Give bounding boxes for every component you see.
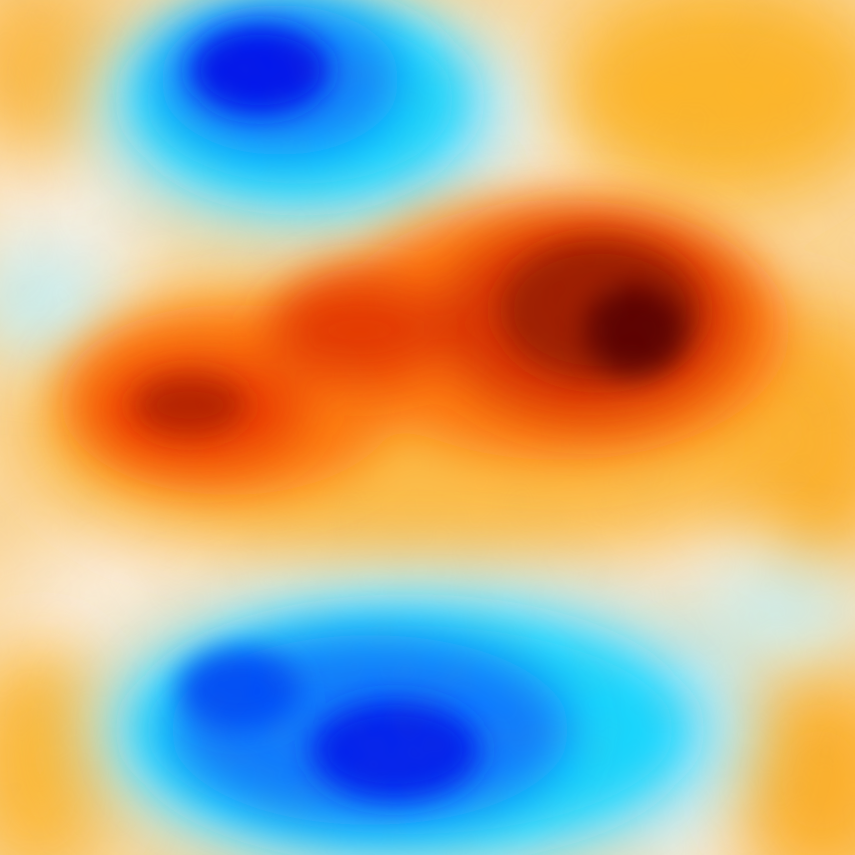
field-rendering: [0, 0, 855, 855]
texture-overlay: [0, 0, 855, 855]
scalar-field-image: [0, 0, 855, 855]
